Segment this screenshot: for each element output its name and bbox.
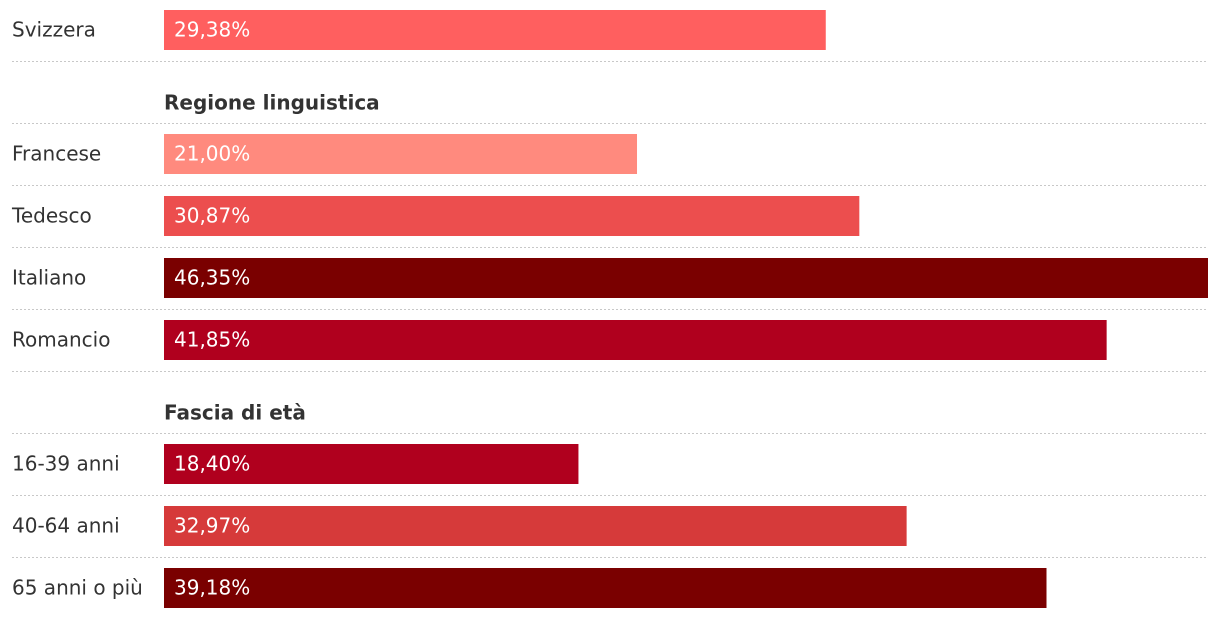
bar — [164, 320, 1107, 360]
bar — [164, 444, 579, 484]
bar — [164, 506, 907, 546]
value-label: 41,85% — [174, 328, 250, 352]
value-label: 21,00% — [174, 142, 250, 166]
category-label: 16-39 anni — [12, 452, 120, 476]
category-label: Francese — [12, 142, 101, 166]
category-label: Romancio — [12, 328, 110, 352]
category-label: Italiano — [12, 266, 86, 290]
value-label: 39,18% — [174, 576, 250, 600]
bar — [164, 196, 860, 236]
bar — [164, 258, 1208, 298]
value-label: 18,40% — [174, 452, 250, 476]
value-label: 46,35% — [174, 266, 250, 290]
category-label: 65 anni o più — [12, 576, 143, 600]
value-label: 29,38% — [174, 18, 250, 42]
bar — [164, 568, 1047, 608]
category-label: Svizzera — [12, 18, 96, 42]
group-title: Fascia di età — [164, 401, 306, 425]
group-title: Regione linguistica — [164, 91, 380, 115]
category-label: Tedesco — [11, 204, 92, 228]
bar — [164, 134, 638, 174]
value-label: 30,87% — [174, 204, 250, 228]
category-label: 40-64 anni — [12, 514, 120, 538]
value-label: 32,97% — [174, 514, 250, 538]
bar — [164, 10, 826, 50]
